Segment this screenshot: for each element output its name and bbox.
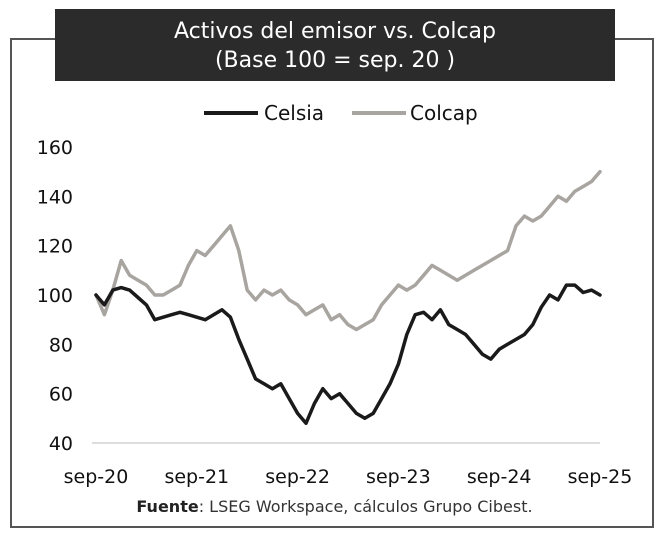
source-text: : LSEG Workspace, cálculos Grupo Cibest. — [198, 497, 533, 516]
y-tick-label: 160 — [37, 137, 73, 159]
y-tick-label: 80 — [49, 334, 73, 356]
legend: Celsia Colcap — [204, 101, 478, 125]
source-label: Fuente — [136, 497, 199, 516]
y-tick-label: 120 — [37, 236, 73, 258]
chart-title-box: Activos del emisor vs. Colcap (Base 100 … — [55, 9, 615, 81]
y-tick-label: 40 — [49, 433, 73, 455]
x-tick-label: sep-21 — [164, 466, 229, 488]
legend-label-celsia: Celsia — [264, 101, 324, 125]
series-line-celsia — [94, 283, 602, 426]
x-tick-label: sep-23 — [366, 466, 431, 488]
x-tick-label: sep-20 — [64, 466, 129, 488]
chart-title: Activos del emisor vs. Colcap — [173, 19, 497, 44]
legend-label-colcap: Colcap — [410, 101, 478, 125]
x-tick-label: sep-25 — [568, 466, 633, 488]
y-tick-label: 60 — [49, 384, 73, 406]
x-axis: sep-20 sep-21 sep-22 sep-23 sep-24 sep-25 — [64, 442, 633, 488]
x-tick-label: sep-22 — [265, 466, 330, 488]
y-axis: 40 60 80 100 120 140 160 — [37, 137, 73, 455]
y-tick-label: 100 — [37, 285, 73, 307]
series-group — [94, 169, 602, 426]
y-tick-label: 140 — [37, 186, 73, 208]
chart-subtitle: (Base 100 = sep. 20 ) — [214, 48, 456, 73]
source-note: Fuente: LSEG Workspace, cálculos Grupo C… — [0, 497, 669, 516]
series-line-colcap — [94, 169, 602, 332]
chart-frame — [10, 38, 654, 528]
x-tick-label: sep-24 — [467, 466, 532, 488]
